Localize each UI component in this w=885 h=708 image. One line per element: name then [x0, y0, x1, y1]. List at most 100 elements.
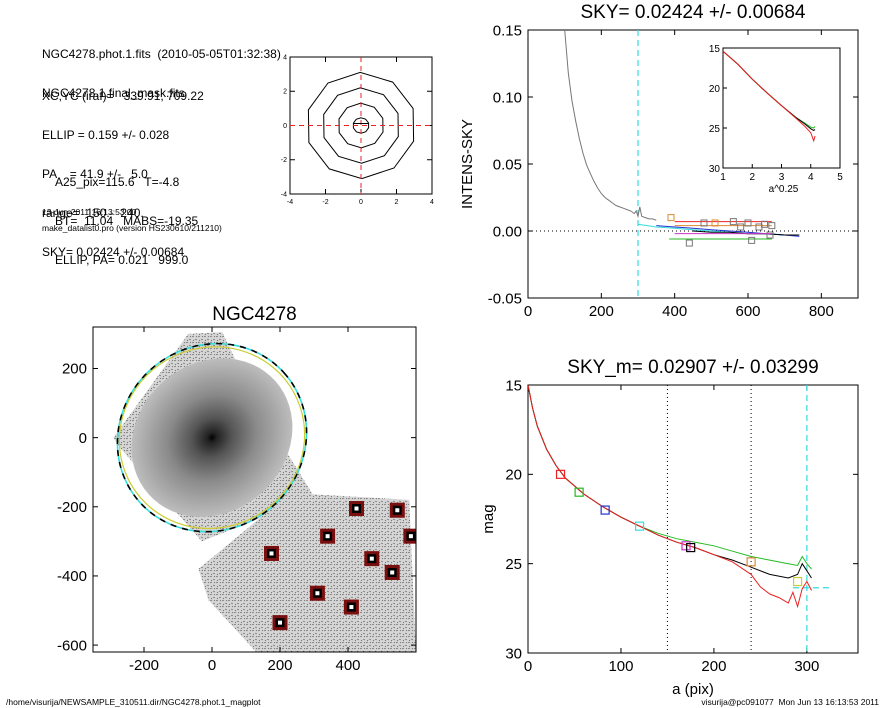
profile-point: [634, 521, 645, 531]
inset-x-label: 2: [749, 172, 755, 183]
profile-point: [600, 505, 610, 515]
inset-series-2: [722, 50, 816, 143]
image-field-lower: [198, 492, 416, 652]
contour-x-label: 2: [395, 199, 399, 206]
image-y-label: 200: [62, 361, 87, 378]
sky-point: [768, 222, 776, 230]
contour-y-label: -4: [281, 191, 287, 198]
mask-source-core: [325, 534, 330, 539]
profile-series-2: [528, 385, 812, 609]
profile-series-1: [528, 385, 812, 579]
sky-y-label: 0.15: [493, 22, 522, 39]
sky-point: [766, 231, 774, 239]
mask-source-core: [408, 534, 413, 539]
sky-x-label: 0: [524, 303, 532, 320]
inset-frame: [722, 47, 841, 169]
image-frame: [92, 326, 417, 653]
contour-x-label: 0: [359, 199, 363, 206]
profile-xlabel: a (pix): [672, 681, 714, 698]
inset-xlabel: a^0.25: [769, 184, 799, 195]
mask-source-core: [354, 506, 359, 511]
profile-point: [681, 541, 691, 551]
sky-y-label: 0.05: [493, 156, 522, 173]
isophote-ellipse-2: [118, 346, 306, 530]
image-y-label: 0: [79, 430, 87, 447]
sky-point: [700, 219, 708, 227]
sky-point: [737, 223, 745, 231]
sky-point: [667, 214, 675, 222]
inset-x-label: 5: [837, 172, 843, 183]
info-line: XC,YC (iraf)= 339.91, 709.22: [42, 89, 204, 103]
inset-x-label: 4: [808, 172, 814, 183]
image-y-label: -600: [57, 637, 87, 654]
info-line: SKY= 0.02424 +/- 0.00684: [42, 245, 185, 259]
inset-y-label: 15: [709, 44, 721, 55]
info-line: A25_pix=115.6 T=-4.8: [55, 175, 180, 189]
contour-line: [338, 102, 384, 149]
info-line: range= 150.- 240.: [42, 206, 144, 220]
inset-x-label: 1: [720, 172, 726, 183]
contour-x-label: 4: [430, 199, 434, 206]
sky-series-0: [564, 30, 657, 221]
sky-y-label: -0.05: [488, 290, 522, 307]
sky-point: [685, 239, 693, 247]
image-x-label: 400: [335, 657, 360, 674]
profile-series-0: [528, 385, 812, 570]
mask-source-core: [269, 551, 274, 556]
sky-series-3: [692, 230, 800, 236]
sky-x-label: 200: [589, 303, 614, 320]
profile-y-label: 30: [505, 645, 522, 662]
footer-stamp: visurija@pc091077 Mon Jun 13 16:13:53 20…: [701, 697, 879, 707]
contour-x-label: -4: [287, 199, 293, 206]
profile-x-label: 0: [524, 658, 532, 675]
inset-y-label: 25: [709, 124, 721, 135]
mask-source-core: [390, 570, 395, 575]
contour-y-label: -2: [281, 157, 287, 164]
profile-x-label: 300: [794, 658, 819, 675]
profile-y-label: 25: [505, 556, 522, 573]
contour-x-label: -2: [322, 199, 328, 206]
file-info: NGC4278.phot.1.fits (2010-05-05T01:32:38…: [42, 22, 281, 126]
mask-source-core: [369, 556, 374, 561]
mask-source-core: [315, 591, 320, 596]
sky-x-label: 400: [662, 303, 687, 320]
sky-title: SKY= 0.02424 +/- 0.00684: [580, 2, 805, 23]
inset-y-label: 30: [709, 164, 721, 175]
sky-point: [761, 220, 768, 228]
profile-title: SKY_m= 0.02907 +/- 0.03299: [567, 357, 818, 378]
program-line: make_datalist0.pro (version HS230610/211…: [42, 223, 222, 233]
sky-ylabel: INTENS-SKY: [459, 119, 476, 209]
profile-y-label: 20: [505, 467, 522, 484]
sky-point: [729, 218, 737, 226]
contour-line: [323, 87, 399, 164]
mask-source-core: [349, 605, 354, 610]
profile-frame: [527, 384, 859, 654]
image-title: NGC4278: [212, 304, 297, 325]
date-line: 13-Jun-2011 16:13:53.00: [42, 207, 137, 217]
contour-y-label: 4: [283, 54, 287, 61]
inset-x-label: 3: [779, 172, 785, 183]
profile-series-group: [528, 385, 812, 609]
image-y-label: -200: [57, 499, 87, 516]
profile-point: [686, 542, 696, 553]
galaxy-core: [131, 358, 293, 517]
isophote-ellipse-1: [116, 342, 308, 533]
info-line: PA = 41.9 +/- 5.0: [42, 167, 148, 181]
profile-point: [555, 469, 566, 479]
info-line: NGC4278.phot.1.fits (2010-05-05T01:32:38…: [42, 47, 281, 61]
image-x-label: 0: [208, 657, 216, 674]
profile-y-label: 15: [505, 377, 522, 394]
mask-source-core: [395, 508, 400, 513]
sky-point: [744, 219, 752, 227]
info-line: BT= 11.04 MABS=-19.35: [55, 214, 199, 228]
image-y-label: -400: [57, 568, 87, 585]
profile-point: [574, 487, 584, 497]
info-line: ELLIP = 0.159 +/- 0.028: [42, 128, 170, 142]
profile-point: [746, 557, 756, 567]
profile-ylabel: mag: [480, 504, 497, 533]
profile-point: [792, 576, 803, 587]
image-x-label: 200: [267, 657, 292, 674]
sky-x-label: 600: [735, 303, 760, 320]
